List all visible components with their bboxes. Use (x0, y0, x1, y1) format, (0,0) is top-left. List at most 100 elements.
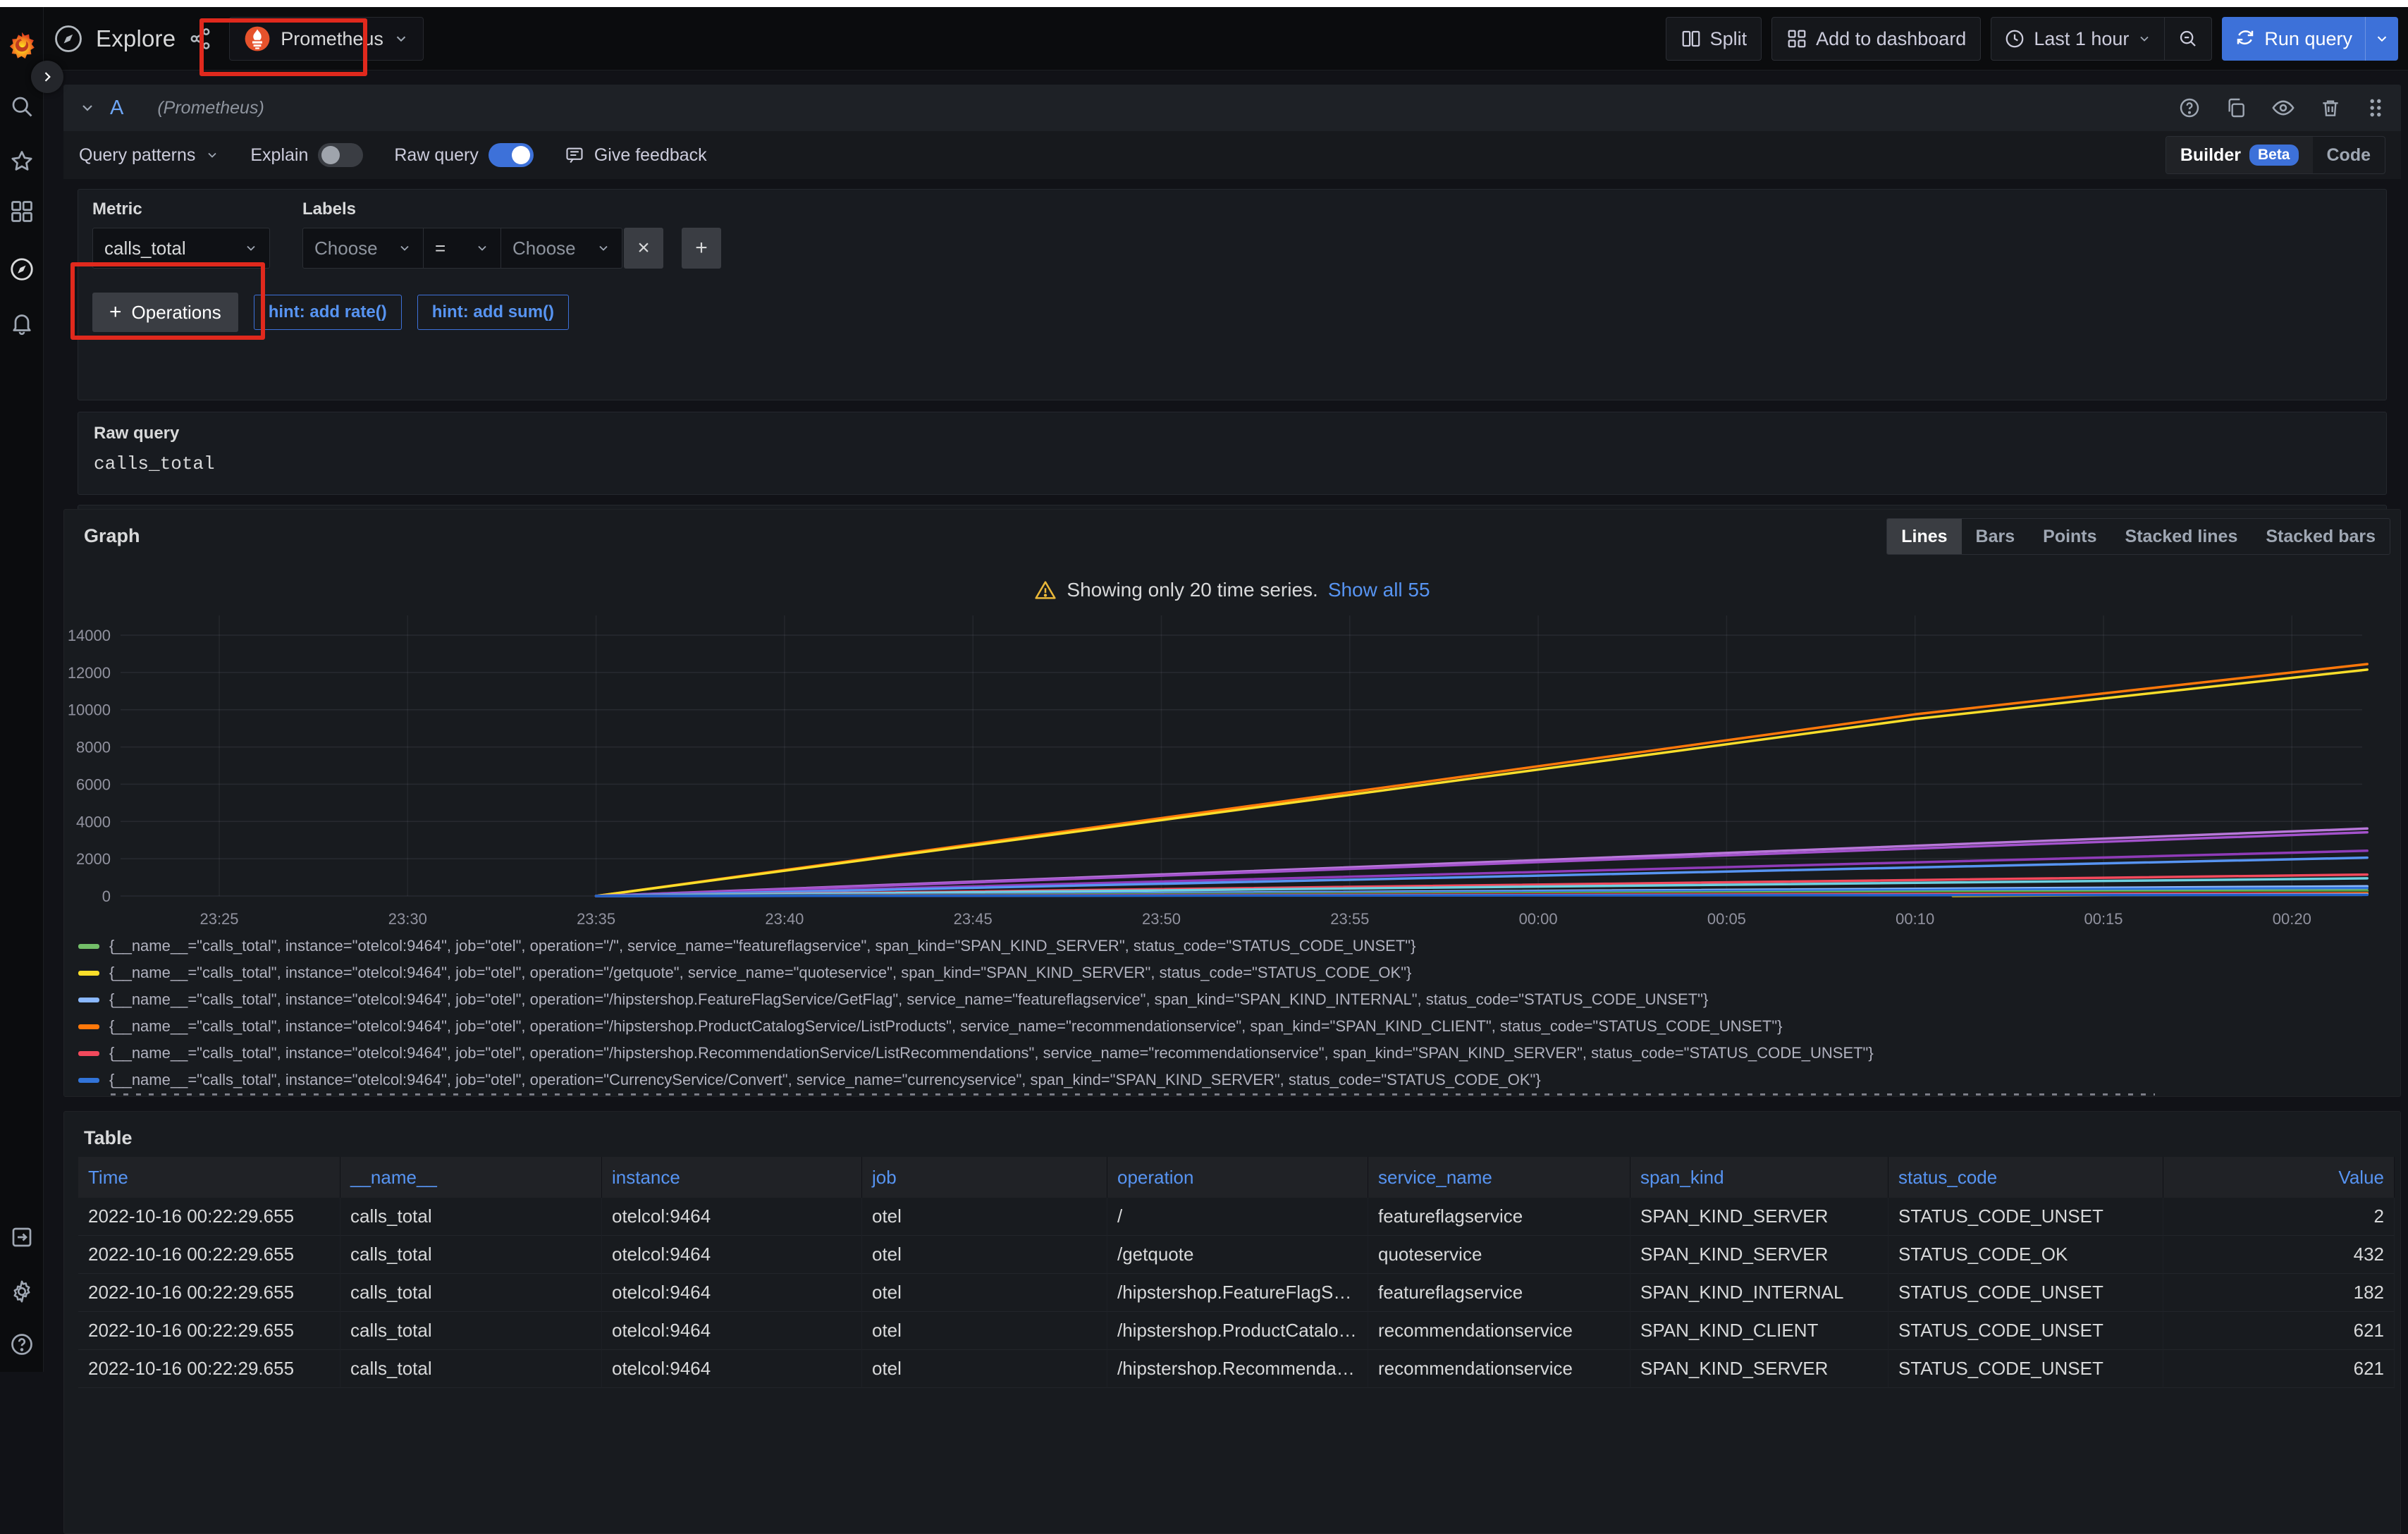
copy-icon[interactable] (2225, 97, 2247, 119)
table-cell: calls_total (340, 1312, 602, 1350)
svg-text:8000: 8000 (76, 739, 111, 756)
explain-toggle[interactable] (318, 143, 363, 167)
table-column-header-operation[interactable]: operation (1107, 1157, 1368, 1198)
explore-icon[interactable] (8, 256, 35, 283)
give-feedback-label: Give feedback (594, 145, 707, 166)
table-cell: SPAN_KIND_INTERNAL (1630, 1274, 1888, 1312)
add-label-filter-button[interactable]: + (682, 228, 721, 269)
metric-select[interactable]: calls_total (92, 228, 270, 269)
table-column-header-servicename[interactable]: service_name (1368, 1157, 1630, 1198)
remove-label-filter-button[interactable]: × (624, 228, 663, 269)
query-builder-box: Metric calls_total Labels Choose = (78, 189, 2387, 400)
table-column-header-job[interactable]: job (862, 1157, 1107, 1198)
query-patterns-dropdown[interactable]: Query patterns (79, 145, 219, 166)
table-cell: / (1107, 1198, 1368, 1236)
zoom-out-button[interactable] (2164, 18, 2211, 60)
run-query-dropdown[interactable] (2365, 17, 2398, 61)
legend-swatch (78, 971, 99, 976)
raw-query-toggle[interactable] (489, 143, 534, 167)
svg-text:00:00: 00:00 (1519, 910, 1558, 928)
legend-entry-0[interactable]: {__name__="calls_total", instance="otelc… (78, 933, 2388, 959)
table-cell: otelcol:9464 (602, 1274, 862, 1312)
table-cell: calls_total (340, 1198, 602, 1236)
time-range-group: Last 1 hour (1991, 17, 2212, 61)
collapse-chevron-icon[interactable] (79, 99, 96, 116)
page-title: Explore (96, 25, 176, 52)
legend-swatch (78, 944, 99, 949)
svg-text:00:05: 00:05 (1707, 910, 1746, 928)
apps-icon[interactable] (9, 199, 35, 224)
table-cell: 2022-10-16 00:22:29.655 (78, 1198, 340, 1236)
help-circle-icon[interactable] (2178, 97, 2201, 119)
refresh-icon (2235, 28, 2256, 49)
alerting-bell-icon[interactable] (9, 310, 35, 336)
svg-text:23:35: 23:35 (577, 910, 615, 928)
svg-text:23:40: 23:40 (765, 910, 804, 928)
table-column-header-statuscode[interactable]: status_code (1888, 1157, 2163, 1198)
table-column-header-Value[interactable]: Value (2163, 1157, 2395, 1198)
legend-entry-1[interactable]: {__name__="calls_total", instance="otelc… (78, 959, 2388, 986)
drag-handle-icon[interactable] (2366, 97, 2385, 119)
query-row-header[interactable]: A (Prometheus) (63, 85, 2401, 131)
legend-entry-5[interactable]: {__name__="calls_total", instance="otelc… (78, 1067, 2388, 1093)
chevron-down-icon (2137, 32, 2151, 46)
grafana-logo[interactable] (6, 30, 37, 61)
table-cell: otelcol:9464 (602, 1236, 862, 1274)
labels-label: Labels (302, 200, 721, 219)
table-cell: calls_total (340, 1274, 602, 1312)
table-cell: otel (862, 1236, 1107, 1274)
table-cell: calls_total (340, 1350, 602, 1388)
dashboard-grid-icon (1786, 28, 1807, 49)
settings-gear-icon[interactable] (9, 1279, 35, 1304)
table-column-header-name[interactable]: __name__ (340, 1157, 602, 1198)
feedback-comment-icon (565, 145, 584, 165)
query-hint-button-1[interactable]: hint: add sum() (417, 295, 569, 330)
builder-mode-button[interactable]: Builder Beta (2166, 137, 2313, 173)
sign-in-icon[interactable] (9, 1225, 35, 1250)
hide-response-eye-icon[interactable] (2271, 96, 2295, 120)
sidebar-expand-button[interactable] (31, 61, 63, 93)
legend-label: {__name__="calls_total", instance="otelc… (109, 964, 1411, 982)
legend-swatch (78, 1078, 99, 1083)
metric-label: Metric (92, 200, 270, 219)
label-operator-select[interactable]: = (424, 228, 501, 269)
starred-icon[interactable] (9, 149, 35, 174)
label-value-select[interactable]: Choose (501, 228, 622, 269)
table-column-header-Time[interactable]: Time (78, 1157, 340, 1198)
table-cell: STATUS_CODE_OK (1888, 1236, 2163, 1274)
legend-entry-3[interactable]: {__name__="calls_total", instance="otelc… (78, 1013, 2388, 1040)
time-range-picker[interactable]: Last 1 hour (1991, 18, 2164, 60)
split-button[interactable]: Split (1666, 17, 1762, 61)
run-query-button[interactable]: Run query (2222, 17, 2398, 61)
datasource-name: Prometheus (281, 28, 383, 50)
table-cell: otel (862, 1350, 1107, 1388)
help-icon[interactable] (9, 1332, 35, 1357)
code-mode-button[interactable]: Code (2313, 137, 2385, 173)
table-cell: 2 (2163, 1198, 2395, 1236)
timeseries-chart[interactable]: 0200040006000800010000120001400023:2523:… (64, 510, 2402, 933)
legend-entry-4[interactable]: {__name__="calls_total", instance="otelc… (78, 1040, 2388, 1067)
give-feedback-link[interactable]: Give feedback (565, 145, 707, 166)
table-cell: SPAN_KIND_CLIENT (1630, 1312, 1888, 1350)
svg-text:4000: 4000 (76, 813, 111, 830)
add-operation-button[interactable]: + Operations (92, 293, 238, 332)
svg-text:23:45: 23:45 (954, 910, 993, 928)
table-column-header-spankind[interactable]: span_kind (1630, 1157, 1888, 1198)
trash-icon[interactable] (2319, 97, 2342, 119)
search-icon[interactable] (9, 94, 35, 119)
add-to-dashboard-button[interactable]: Add to dashboard (1771, 17, 1981, 61)
table-row: 2022-10-16 00:22:29.655calls_totalotelco… (78, 1236, 2395, 1274)
label-key-select[interactable]: Choose (302, 228, 424, 269)
query-hint-button-0[interactable]: hint: add rate() (254, 295, 402, 330)
datasource-picker[interactable]: Prometheus (229, 17, 424, 61)
query-patterns-label: Query patterns (79, 145, 195, 166)
raw-query-label: Raw query (94, 424, 2371, 443)
table-cell: quoteservice (1368, 1236, 1630, 1274)
table-header-row: Time__name__instancejoboperationservice_… (78, 1157, 2395, 1198)
explore-compass-icon (54, 24, 83, 54)
table-cell: otel (862, 1198, 1107, 1236)
table-column-header-instance[interactable]: instance (602, 1157, 862, 1198)
share-icon[interactable] (188, 27, 212, 51)
legend-entry-2[interactable]: {__name__="calls_total", instance="otelc… (78, 986, 2388, 1013)
table-row: 2022-10-16 00:22:29.655calls_totalotelco… (78, 1350, 2395, 1388)
